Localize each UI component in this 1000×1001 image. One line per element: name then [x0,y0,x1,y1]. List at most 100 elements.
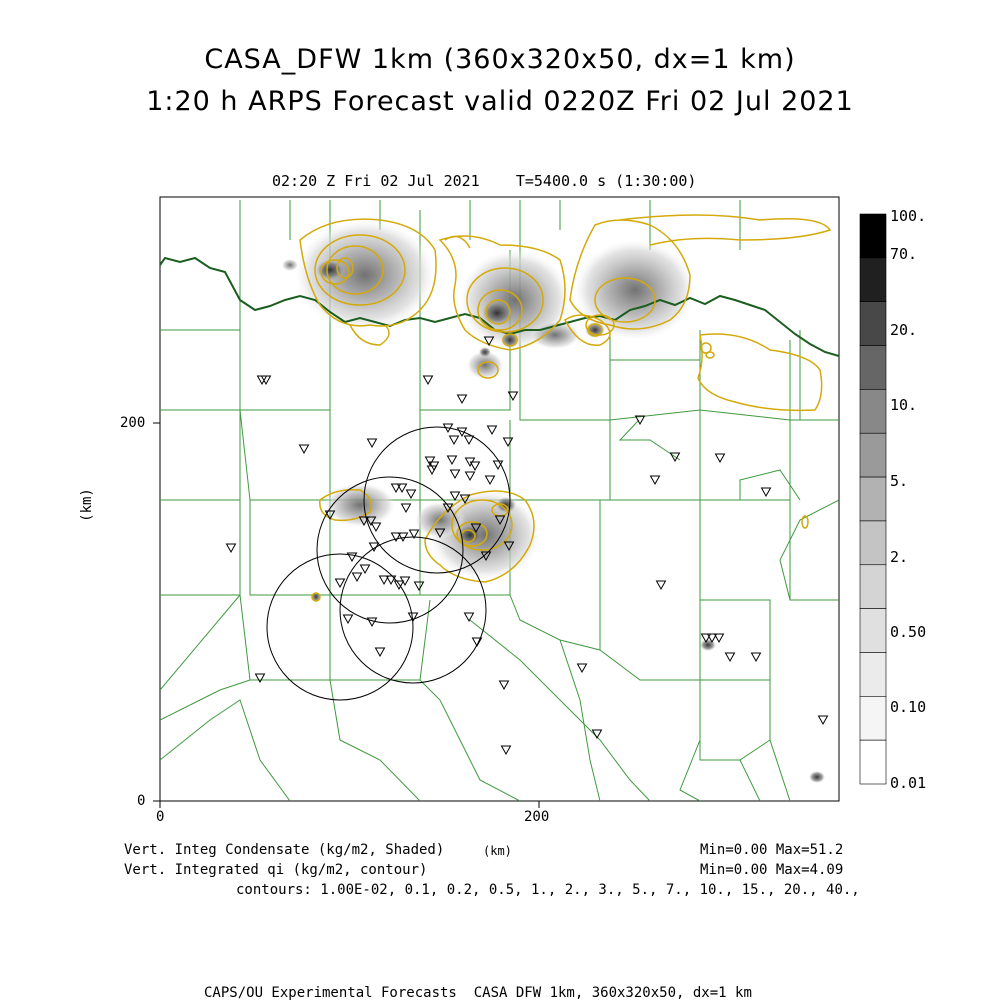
colorbar-swatch [859,257,887,302]
station-triangle-icon [760,487,772,498]
station-triangle-icon [254,673,266,684]
station-triangle-icon [464,471,476,482]
station-triangle-icon [591,729,603,740]
colorbar-label: 0.01 [890,774,927,792]
radar-ring-icon [266,426,511,701]
station-triangle-icon [750,652,762,663]
colorbar [859,213,887,785]
colorbar-swatch [859,696,887,741]
colorbar-label: 2. [890,548,909,566]
station-triangle-icon [390,532,402,543]
colorbar-swatch [859,389,887,434]
station-triangle-icon [358,516,370,527]
station-triangle-icon [442,503,454,514]
station-triangle-icon [370,522,382,533]
station-triangle-icon [700,633,712,644]
station-triangle-icon [634,415,646,426]
station-triangle-icon [470,523,482,534]
station-triangle-icon [365,516,377,527]
title-line-1: CASA_DFW 1km (360x320x50, dx=1 km) [204,44,796,75]
county-lines [160,200,839,801]
colorbar-swatch [859,432,887,478]
station-triangle-icon [351,572,363,583]
station-triangle-icon [713,633,725,644]
colorbar-swatch [859,652,887,697]
station-triangle-icon [413,581,425,592]
station-triangle-icon [298,444,310,455]
x-axis-label: (km) [483,844,512,858]
station-triangle-icon [500,745,512,756]
colorbar-label: 0.10 [890,698,927,716]
station-triangle-icon [408,529,420,540]
station-triangle-icon [260,375,272,386]
station-triangle-icon [469,461,481,472]
title-line-2: 1:20 h ARPS Forecast valid 0220Z Fri 02 … [146,86,854,117]
station-triangle-icon [459,494,471,505]
station-triangle-icon [397,532,409,543]
station-triangle-icon [471,637,483,648]
station-triangle-icon [225,336,829,756]
station-triangle-icon [426,465,438,476]
y-axis-label: (km) [78,488,95,522]
station-triangle-icon [442,423,454,434]
axis-ticks [153,422,540,808]
colorbar-label: 70. [890,245,918,263]
colorbar-swatch [859,213,887,259]
colorbar-swatch [859,301,887,346]
colorbar-swatch [859,520,887,566]
station-triangle-icon [498,680,510,691]
station-triangle-icon [503,541,515,552]
station-triangle-icon [448,435,460,446]
colorbar-label: 0.50 [890,623,927,641]
station-triangle-icon [449,469,461,480]
station-triangle-icon [655,580,667,591]
y-tick-0: 0 [137,793,146,809]
station-triangle-icon [714,453,726,464]
valid-time-label: 02:20 Z Fri 02 Jul 2021 T=5400.0 s (1:30… [272,172,697,190]
condensate-label: Vert. Integ Condensate (kg/m2, Shaded) [124,842,445,858]
station-triangle-icon [463,612,475,623]
station-triangle-icon [225,543,237,554]
station-triangle-icon [456,394,468,405]
station-triangle-icon [507,391,519,402]
colorbar-swatch [859,608,887,653]
station-triangle-icon [407,612,419,623]
credit-line: CAPS/OU Experimental Forecasts CASA DFW … [204,985,752,1001]
station-triangle-icon [502,437,514,448]
station-triangle-icon [334,578,346,589]
station-triangle-icon [346,552,358,563]
contour-levels: contours: 1.00E-02, 0.1, 0.2, 0.5, 1., 2… [236,882,860,898]
station-triangle-icon [399,576,411,587]
y-tick-200: 200 [120,415,146,431]
station-triangle-icon [400,503,412,514]
station-triangle-icon [486,425,498,436]
station-triangle-icon [463,435,475,446]
station-triangle-icon [385,575,397,586]
station-triangle-icon [390,483,402,494]
x-tick-200: 200 [524,809,550,825]
station-triangle-icon [366,438,378,449]
station-triangle-icon [424,456,436,467]
station-triangle-icon [374,647,386,658]
station-triangle-icon [576,663,588,674]
station-triangle-icon [649,475,661,486]
station-triangle-icon [378,575,390,586]
station-triangle-icon [494,515,506,526]
colorbar-swatch [859,345,887,390]
station-triangle-icon [492,460,504,471]
qi-contours [299,214,832,602]
station-triangle-icon [724,652,736,663]
station-triangle-icon [359,564,371,575]
station-triangle-icon [393,580,405,591]
station-triangle-icon [706,633,718,644]
station-triangle-icon [669,452,681,463]
x-tick-0: 0 [156,809,165,825]
station-triangle-icon [483,336,495,347]
station-triangle-icon [817,715,829,726]
station-triangle-icon [480,551,492,562]
colorbar-swatch [859,476,887,522]
colorbar-label: 10. [890,396,918,414]
station-triangle-icon [366,617,378,628]
station-triangle-icon [449,491,461,502]
